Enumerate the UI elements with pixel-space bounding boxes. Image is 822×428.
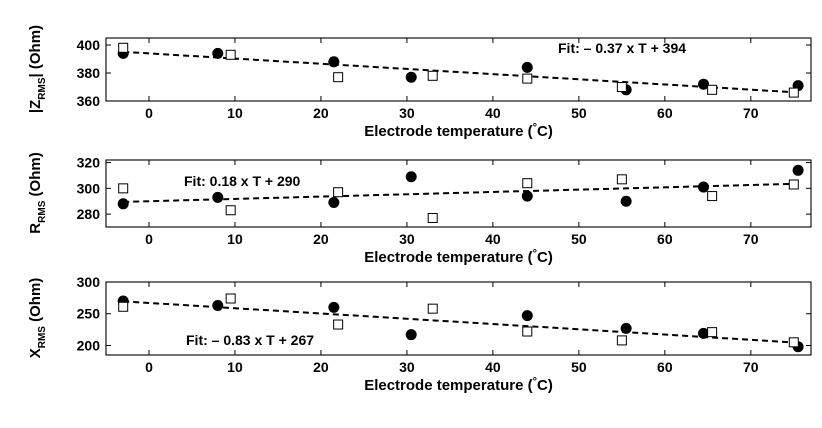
data-point-circle [521,190,533,202]
data-point-circle [620,195,632,207]
plot-frame [105,281,812,356]
x-tick-label: 70 [743,231,759,247]
y-axis-title: |ZRMS| (Ohm) [27,25,48,113]
x-tick-label: 50 [571,105,587,121]
data-point-circle [698,181,710,193]
data-point-square [522,326,533,337]
data-point-square [427,303,438,314]
resistance-plot: 0 10 20 30 40 50 60 70 280 300 320 Fit: 0.18 x T + … [27,152,812,266]
data-point-circle [698,78,710,90]
data-point-square [118,42,129,53]
data-point-circle [521,61,533,73]
x-tick-label: 70 [743,105,759,121]
data-point-square [707,327,718,338]
data-point-circle [328,301,340,313]
data-point-square [522,73,533,84]
data-point-square [225,293,236,304]
fit-annotation: Fit: – 0.83 x T + 267 [186,332,314,348]
x-tick-label: 30 [399,359,415,375]
x-tick-label: 10 [227,359,243,375]
reactance-plot: 0 10 20 30 40 50 60 70 200 250 300 Fit: – 0.83 x T … [27,274,812,394]
data-point-circle [698,327,710,339]
x-tick-label: 20 [313,231,329,247]
data-point-circle [328,197,340,209]
data-point-circle [328,56,340,68]
fit-line [123,182,799,203]
y-tick-label: 320 [77,155,101,171]
data-point-square [427,70,438,81]
plot-frame [105,159,812,228]
x-tick-label: 50 [571,231,587,247]
fit-line [123,300,799,344]
y-tick-label: 300 [77,180,101,196]
data-point-circle [212,47,224,59]
y-tick-label: 200 [77,337,101,353]
data-point-circle [620,322,632,334]
data-point-square [707,191,718,202]
data-point-square [225,49,236,60]
y-tick-label: 250 [77,306,101,322]
impedance-magnitude-plot: 0 10 20 30 40 50 60 70 360 380 400 Fit: – 0.37 x T … [27,25,812,140]
data-point-square [118,183,129,194]
x-tick-label: 40 [485,359,501,375]
x-tick-label: 10 [227,105,243,121]
x-tick-label: 20 [313,105,329,121]
data-point-square [522,178,533,189]
x-tick-label: 0 [145,231,153,247]
data-point-circle [792,164,804,176]
x-axis-title: Electrode temperature (°C) [364,376,553,394]
data-point-circle [212,191,224,203]
data-point-circle [117,198,129,210]
x-tick-label: 30 [399,231,415,247]
data-point-circle [212,299,224,311]
data-point-square [788,337,799,348]
data-point-circle [405,71,417,83]
x-tick-label: 60 [657,231,673,247]
data-point-square [333,72,344,83]
data-point-square [427,212,438,223]
x-tick-label: 30 [399,105,415,121]
fit-annotation: Fit: – 0.37 x T + 394 [558,40,686,56]
x-axis-title: Electrode temperature (°C) [364,122,553,140]
x-tick-label: 0 [145,359,153,375]
x-tick-label: 70 [743,359,759,375]
data-point-square [707,84,718,95]
y-axis-title: RRMS (Ohm) [27,152,48,233]
y-tick-label: 400 [77,37,101,53]
x-tick-label: 10 [227,231,243,247]
data-point-square [616,174,627,185]
plot-frame [105,37,812,102]
x-tick-label: 50 [571,359,587,375]
data-point-square [333,319,344,330]
data-point-square [616,82,627,92]
y-tick-label: 280 [77,206,101,222]
data-point-circle [521,310,533,322]
y-tick-label: 300 [77,274,101,290]
x-axis-title: Electrode temperature (°C) [364,248,553,266]
data-point-square [225,205,236,216]
x-tick-label: 0 [145,105,153,121]
y-tick-label: 360 [77,93,101,109]
x-tick-label: 60 [657,105,673,121]
data-point-square [333,187,344,198]
data-point-circle [405,329,417,341]
fit-annotation: Fit: 0.18 x T + 290 [184,173,301,189]
fit-line [123,50,799,94]
x-tick-label: 60 [657,359,673,375]
x-tick-label: 20 [313,359,329,375]
data-point-square [788,179,799,190]
data-point-circle [405,171,417,183]
data-point-square [788,87,799,98]
y-tick-label: 380 [77,65,101,81]
x-tick-label: 40 [485,105,501,121]
data-point-square [616,335,627,346]
data-point-square [118,301,129,312]
x-tick-label: 40 [485,231,501,247]
y-axis-title: XRMS (Ohm) [27,278,48,359]
